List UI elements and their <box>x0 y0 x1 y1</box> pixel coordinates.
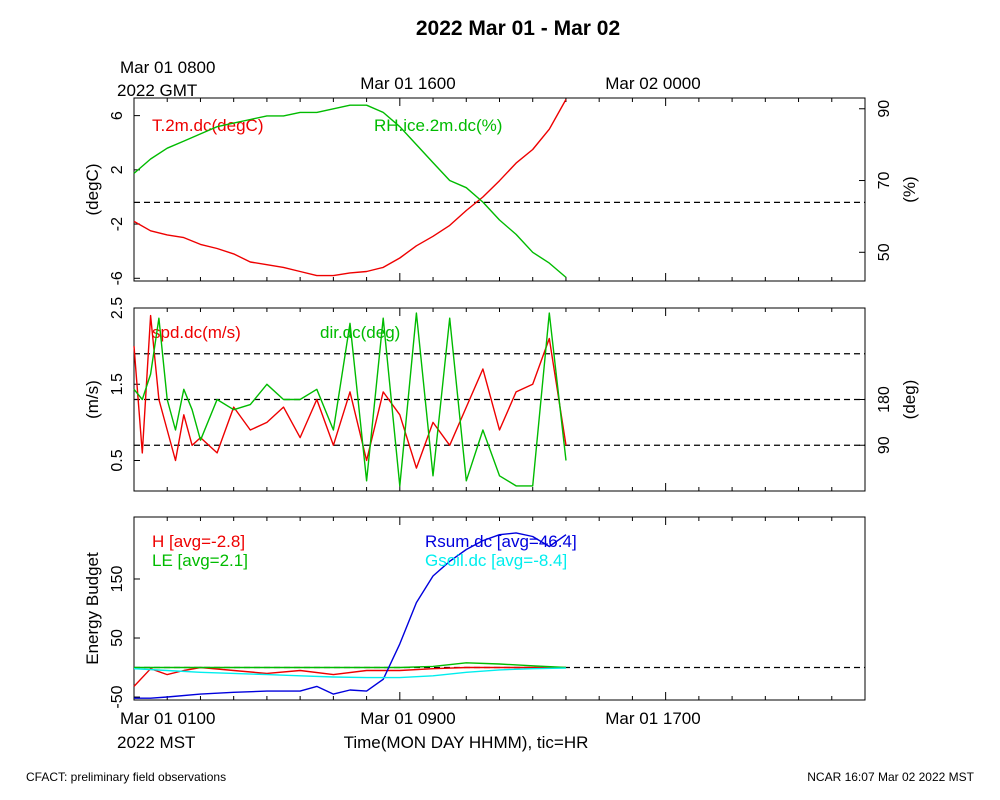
y-axis-label-right: (deg) <box>900 380 919 420</box>
y-tick-label-right: 50 <box>876 243 893 261</box>
series-line-1 <box>133 666 566 687</box>
legend-label: dir.dc(deg) <box>320 323 400 342</box>
y-tick-label-right: 90 <box>876 100 893 118</box>
y-tick-label-left: 1.5 <box>109 373 126 395</box>
y-tick-label-left: -50 <box>109 685 126 708</box>
energy-budget-panel: 150 50 -50 Energy Budget H [avg=-2.8]LE [avg… <box>83 516 866 709</box>
bottom-time-sublabel: 2022 MST <box>117 733 195 752</box>
y-axis-label-left: Energy Budget <box>83 552 102 665</box>
legend-label: RH.ice.2m.dc(%) <box>374 116 502 135</box>
legend-label: spd.dc(m/s) <box>152 323 241 342</box>
y-axis-label-right: (%) <box>900 176 919 202</box>
series-line-2 <box>133 104 567 278</box>
top-time-label-2: Mar 02 0000 <box>605 74 700 93</box>
legend-label: Rsum.dc [avg=46.4] <box>425 532 577 551</box>
y-tick-label-left: 0.5 <box>109 449 126 471</box>
series-line-2 <box>134 662 567 669</box>
legend-label: T.2m.dc(degC) <box>152 116 263 135</box>
series-line-3 <box>134 532 567 699</box>
top-time-label-1: Mar 01 1600 <box>360 74 455 93</box>
y-tick-label-left: 2 <box>109 165 126 174</box>
legend-label: Gsoil.dc [avg=-8.4] <box>425 551 567 570</box>
bottom-time-label-0: Mar 01 0100 <box>120 709 215 728</box>
y-axis-label-left: (degC) <box>83 164 102 216</box>
series-line-4 <box>133 667 567 679</box>
footer-right: NCAR 16:07 Mar 02 2022 MST <box>807 770 974 784</box>
y-tick-label-left: 2.5 <box>109 297 126 319</box>
top-time-sublabel: 2022 GMT <box>117 81 197 100</box>
figure-title: 2022 Mar 01 - Mar 02 <box>416 17 620 40</box>
top-time-label-0: Mar 01 0800 <box>120 58 215 77</box>
legend-label: H [avg=-2.8] <box>152 532 245 551</box>
bottom-time-label-2: Mar 01 1700 <box>605 709 700 728</box>
y-tick-label-left: -6 <box>109 271 126 285</box>
y-axis-label-left: (m/s) <box>83 380 102 419</box>
legend-label: LE [avg=2.1] <box>152 551 248 570</box>
x-axis-label: Time(MON DAY HHMM), tic=HR <box>344 733 589 752</box>
series-line-2 <box>133 312 567 487</box>
bottom-time-label-1: Mar 01 0900 <box>360 709 455 728</box>
temperature-humidity-panel: 6 2 -2 -6 90 70 50 (degC) (%) T.2m.dc(degC) RH.ice… <box>83 97 919 285</box>
series-line-1 <box>133 99 567 277</box>
y-tick-label-right: 180 <box>876 386 893 413</box>
y-tick-label-left: -2 <box>109 217 126 231</box>
wind-panel: 2.5 1.5 0.5 180 90 (m/s) (deg) spd.dc(m/s) dir.d… <box>83 297 919 492</box>
y-tick-label-left: 6 <box>109 111 126 120</box>
y-tick-label-left: 150 <box>109 566 126 593</box>
y-tick-label-left: 50 <box>109 629 126 647</box>
y-tick-label-right: 90 <box>876 436 893 454</box>
footer-left: CFACT: preliminary field observations <box>26 770 226 784</box>
series-line-1 <box>133 314 567 469</box>
y-tick-label-right: 70 <box>876 172 893 190</box>
